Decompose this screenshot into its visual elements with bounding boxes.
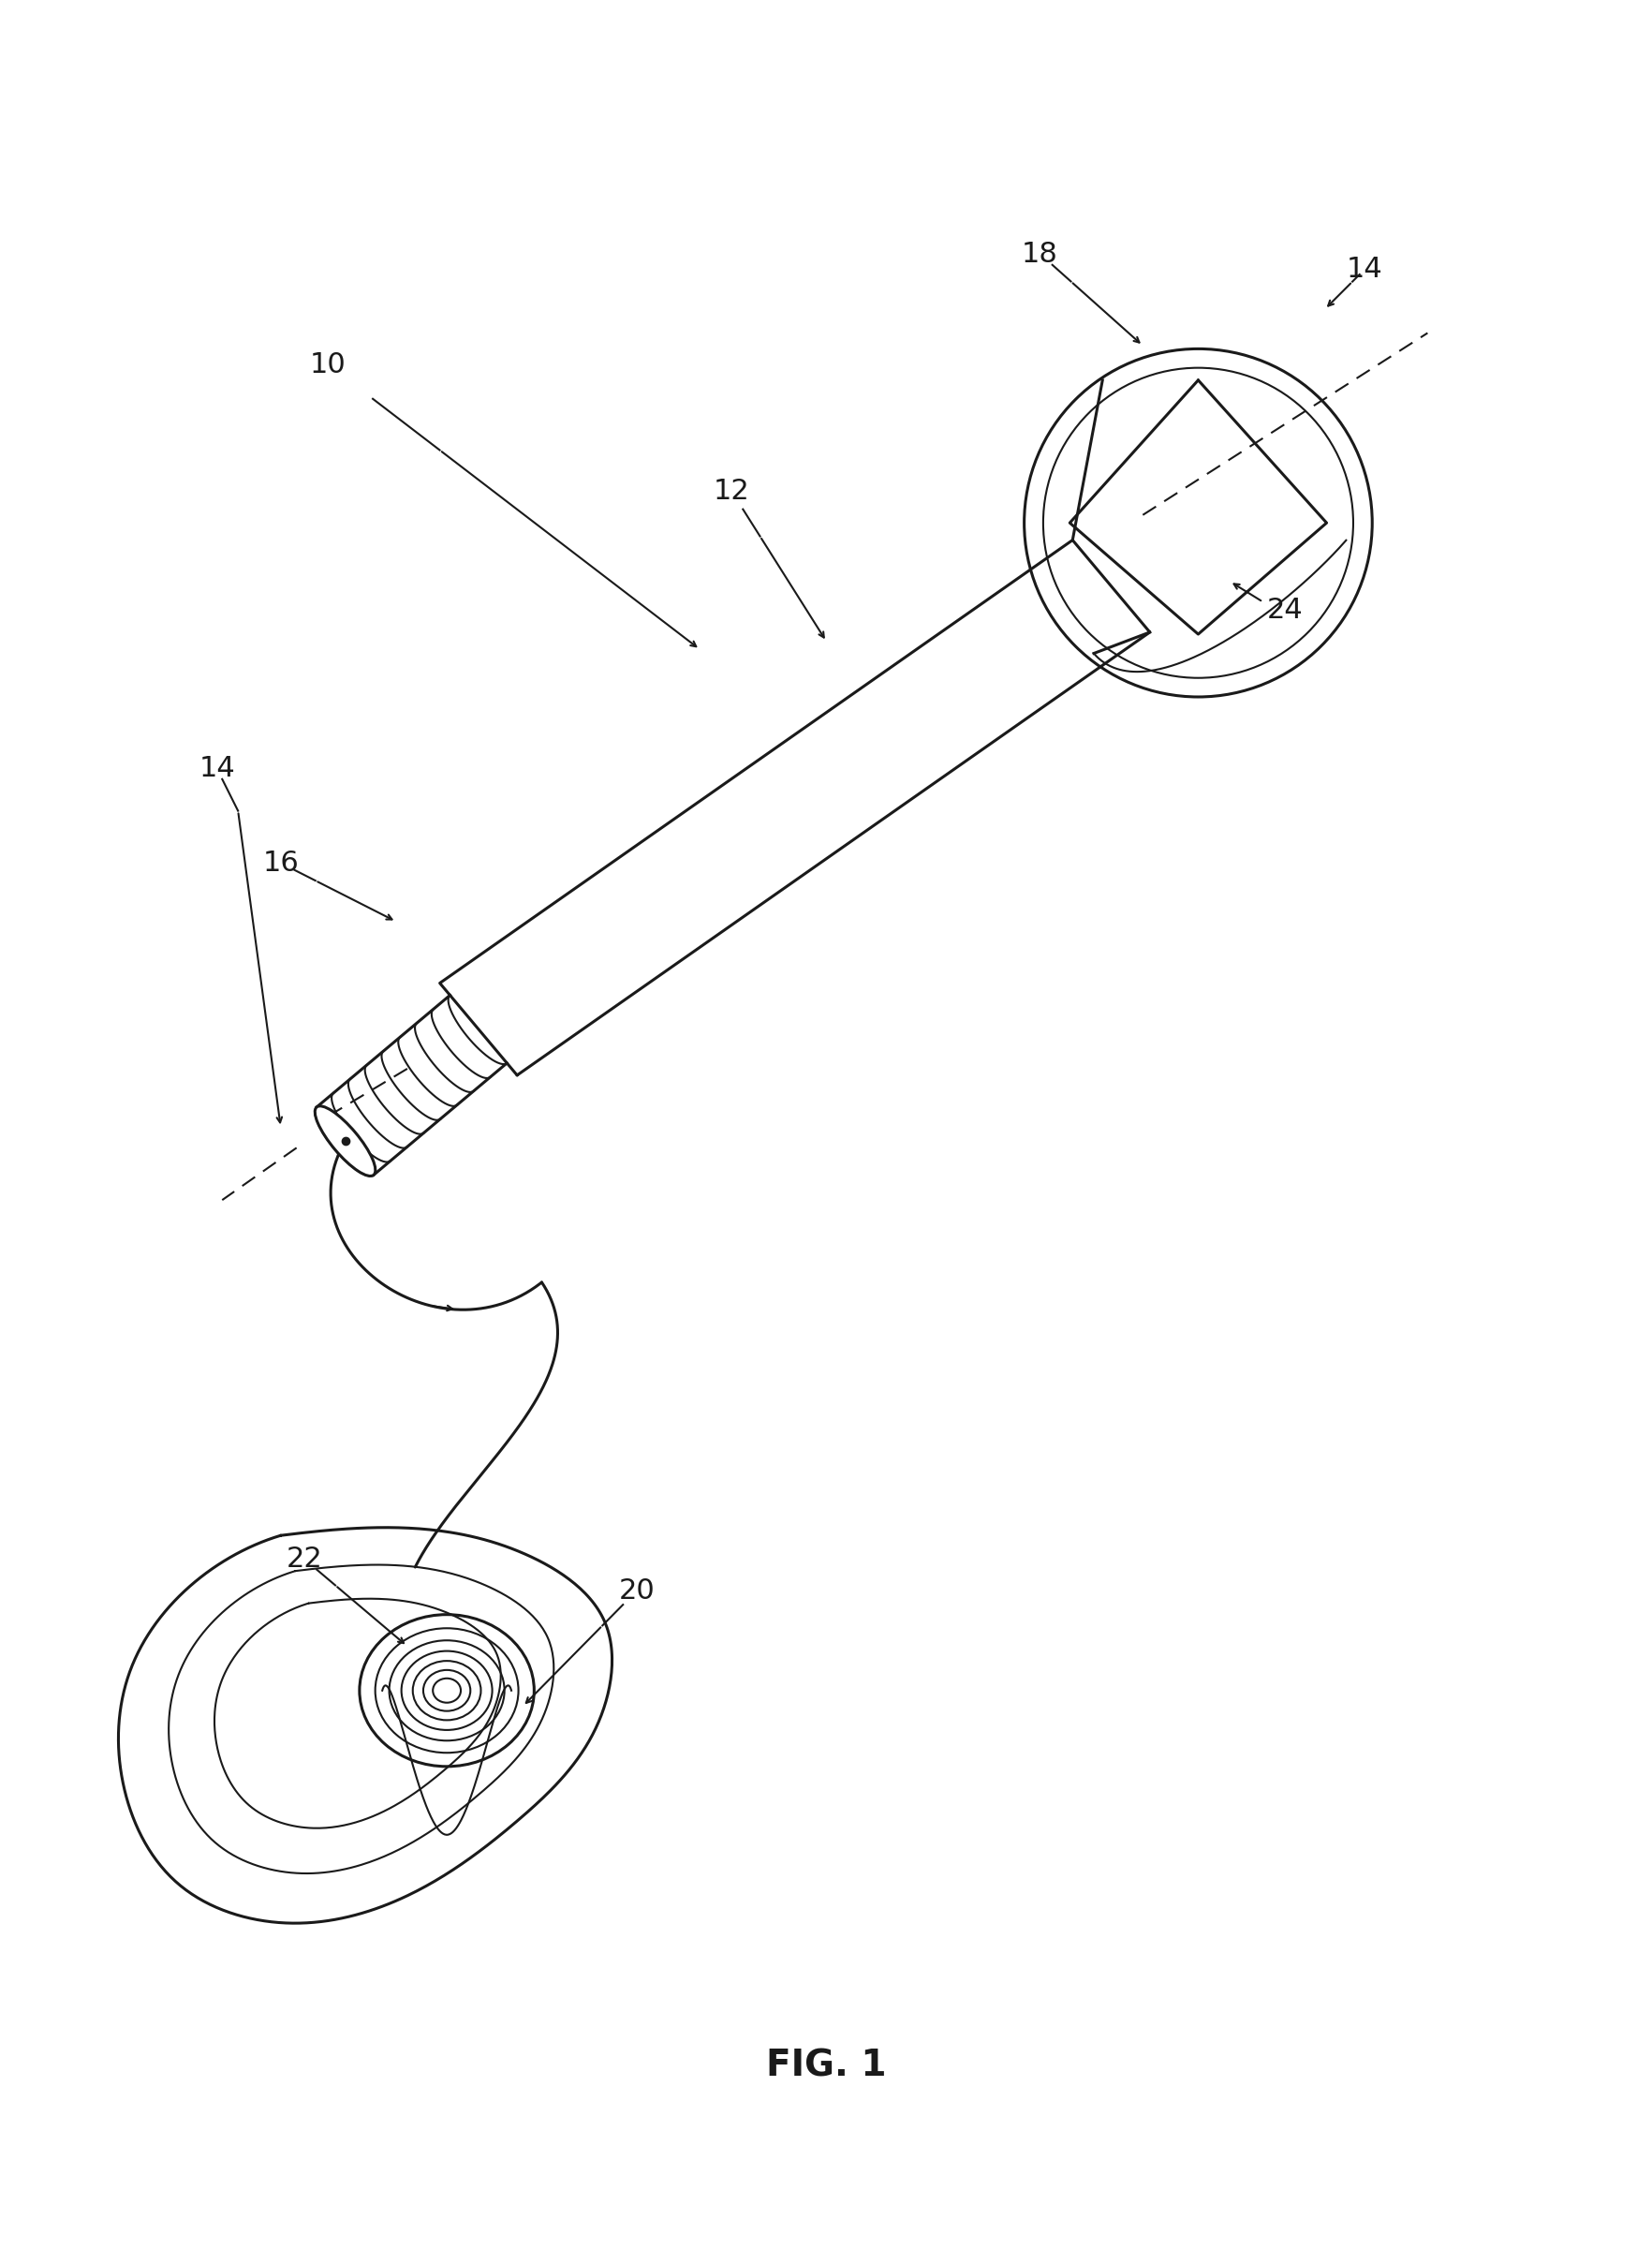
Text: 24: 24: [1267, 595, 1303, 623]
Text: 16: 16: [263, 849, 299, 876]
Text: 14: 14: [200, 754, 236, 781]
Text: 10: 10: [311, 351, 347, 378]
Text: 12: 12: [714, 478, 750, 505]
Text: 22: 22: [286, 1546, 322, 1573]
Text: 20: 20: [618, 1578, 654, 1605]
Text: 18: 18: [1021, 240, 1057, 267]
Text: FIG. 1: FIG. 1: [767, 2047, 885, 2083]
Text: 14: 14: [1345, 256, 1381, 283]
Ellipse shape: [316, 1107, 375, 1175]
